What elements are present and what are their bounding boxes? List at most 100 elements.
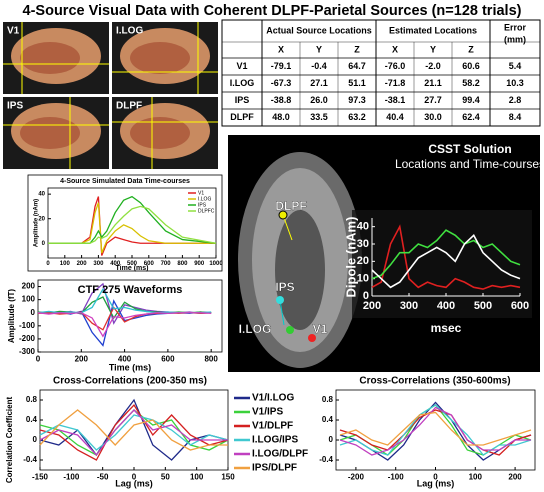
x-tick-label: -50	[97, 472, 109, 481]
series-line	[39, 403, 229, 461]
table-column-header: Y	[316, 44, 322, 54]
x-tick-label: 400	[437, 300, 455, 312]
y-tick-label: 0.4	[26, 415, 38, 424]
chart-title: Cross-Correlations (200-350 ms)	[53, 376, 207, 387]
x-tick-label: 400	[118, 354, 132, 363]
legend-label: V1/IPS	[252, 407, 283, 418]
table-cell: 2.8	[509, 95, 522, 105]
x-tick-label: 700	[161, 261, 172, 267]
y-tick-label: 30	[357, 238, 369, 250]
y-tick-label: 0	[42, 241, 46, 247]
x-tick-label: 0	[46, 261, 50, 267]
mri-panels	[3, 22, 218, 169]
legend-label: DLPFC	[198, 208, 215, 214]
x-tick-label: 200	[508, 472, 522, 481]
mri-label: DLPF	[116, 101, 142, 112]
x-tick-label: 200	[75, 354, 89, 363]
x-tick-label: 50	[161, 472, 170, 481]
y-tick-label: -300	[19, 347, 36, 356]
chart-title: 4-Source Simulated Data Time-courses	[60, 178, 190, 185]
x-tick-label: -100	[388, 472, 405, 481]
table-group-header: Error	[504, 22, 527, 32]
table-cell: I.LOG	[230, 78, 255, 88]
table-cell: DLPF	[230, 112, 254, 122]
table-cell: 63.2	[348, 112, 366, 122]
x-tick-label: 600	[161, 354, 175, 363]
legend-label: I.LOG	[198, 196, 211, 202]
table-cell: 48.0	[272, 112, 290, 122]
source-label: V1	[313, 322, 328, 336]
series-line	[39, 414, 229, 451]
x-tick-label: 100	[469, 472, 483, 481]
series-line	[37, 312, 212, 338]
plot-area	[39, 389, 229, 471]
x-axis-label: Time (ms)	[109, 362, 151, 372]
y-axis-label: Amplitude (fT)	[7, 289, 16, 344]
table-column-header: Z	[354, 44, 360, 54]
table-cell: -38.8	[271, 95, 292, 105]
series-line	[339, 406, 532, 456]
table-group-header: Estimated Locations	[389, 25, 477, 35]
series-line	[339, 404, 532, 456]
x-tick-label: 1000	[209, 261, 223, 267]
series-line	[48, 196, 216, 256]
series-line	[339, 409, 532, 456]
series-line	[48, 205, 217, 244]
series-line	[371, 224, 521, 290]
table-column-header: Z	[468, 44, 474, 54]
y-axis-label: Correlation Coefficient	[5, 397, 14, 484]
x-tick-label: 200	[77, 261, 88, 267]
y-tick-label: 40	[357, 221, 369, 233]
x-axis-label: Time (ms)	[116, 265, 149, 272]
table-cell: -76.0	[385, 61, 406, 71]
x-axis-label: Lag (ms)	[417, 478, 455, 488]
table-cell: -67.3	[271, 78, 292, 88]
y-tick-label: 0	[33, 435, 38, 444]
table-group-header: Actual Source Locations	[266, 25, 372, 35]
mri-label: V1	[7, 26, 20, 37]
table-cell: -71.8	[385, 78, 406, 88]
x-tick-label: 0	[36, 354, 41, 363]
table-cell: 8.4	[509, 112, 522, 122]
x-tick-label: 300	[400, 300, 418, 312]
table-frame	[221, 19, 541, 127]
table-cell: 51.1	[348, 78, 366, 88]
table-cell: 97.3	[348, 95, 366, 105]
table-cell: 30.0	[424, 112, 442, 122]
x-tick-label: 600	[144, 261, 155, 267]
series-line	[39, 409, 228, 457]
legend-label: I.LOG/DLPF	[252, 449, 308, 460]
series-line	[39, 409, 228, 451]
series-line	[48, 195, 217, 244]
y-tick-label: -200	[19, 334, 36, 343]
table-cell: 27.1	[310, 78, 328, 88]
table-group-header: (mm)	[504, 34, 526, 44]
x-axis-label: Lag (ms)	[115, 478, 153, 488]
legend-label: V1/DLPF	[252, 421, 293, 432]
legend-label: V1/I.LOG	[252, 393, 294, 404]
x-tick-label: -200	[348, 472, 365, 481]
y-tick-label: 10	[357, 273, 369, 285]
y-tick-label: 0	[31, 308, 36, 317]
y-tick-label: 20	[38, 216, 45, 222]
table-cell: IPS	[235, 95, 250, 105]
table-cell: -79.1	[271, 61, 292, 71]
table-cell: 62.4	[462, 112, 480, 122]
x-tick-label: 100	[60, 261, 71, 267]
x-tick-label: 600	[511, 300, 529, 312]
figure-title: 4-Source Visual Data with Coherent DLPF-…	[23, 3, 522, 19]
source-label: IPS	[275, 280, 294, 294]
source-label: I.LOG	[239, 322, 272, 336]
x-tick-label: 150	[221, 472, 235, 481]
series-line	[371, 234, 521, 289]
x-tick-label: 200	[363, 300, 381, 312]
table-cell: -0.4	[311, 61, 327, 71]
y-tick-label: 100	[22, 295, 36, 304]
x-tick-label: 300	[93, 261, 104, 267]
y-tick-label: -0.4	[319, 455, 333, 464]
x-tick-label: 500	[474, 300, 492, 312]
table-cell: 21.1	[424, 78, 442, 88]
table-column-header: X	[392, 44, 398, 54]
legend-label: IPS/DLPF	[252, 463, 297, 474]
series-line	[339, 411, 532, 446]
